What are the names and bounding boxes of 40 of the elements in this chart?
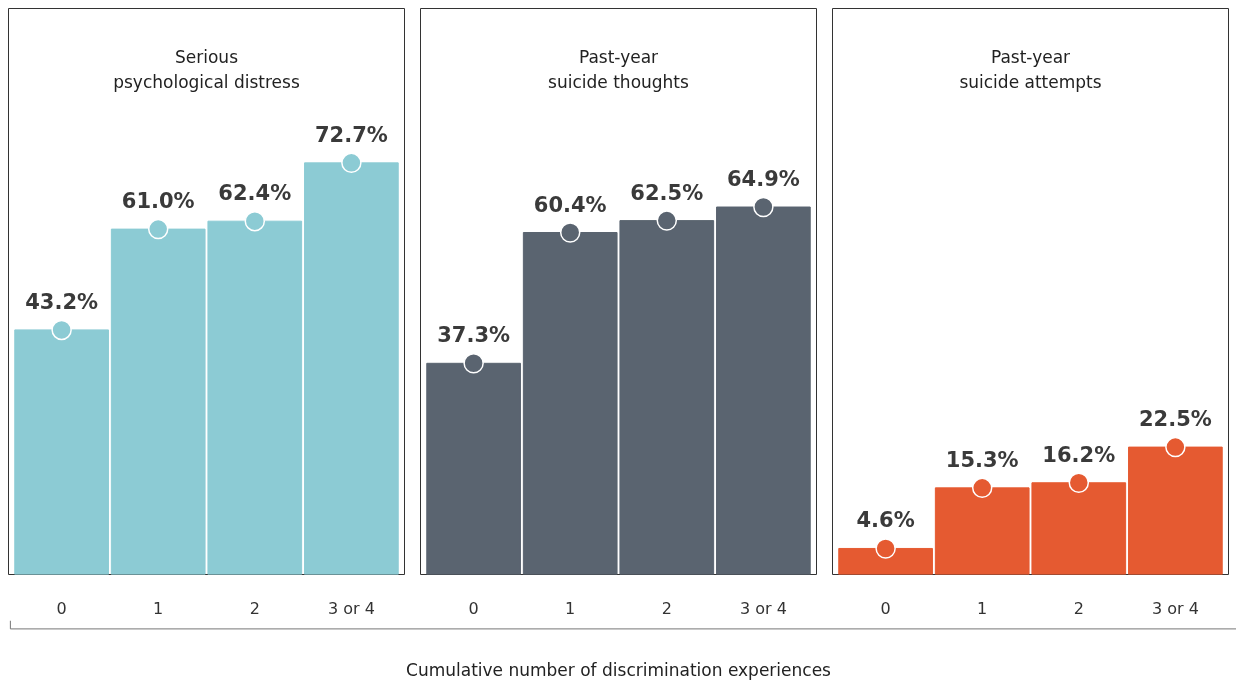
- chart-title: Past-year suicide attempts: [959, 46, 1102, 92]
- data-label: 60.4%: [533, 192, 607, 217]
- chart-title: Past-year suicide thoughts: [548, 46, 690, 92]
- point: [1068, 472, 1090, 493]
- point: [971, 477, 993, 499]
- x-tick-label: 2: [1073, 598, 1084, 618]
- x-tick-label: 3 or 4: [1151, 598, 1199, 618]
- x-tick-label: 3 or 4: [739, 598, 787, 618]
- x-tick-label: 2: [249, 598, 260, 618]
- x-tick-label: 1: [565, 598, 576, 618]
- data-label: 61.0%: [121, 189, 195, 214]
- data-label: 37.3%: [437, 323, 511, 348]
- data-label: 62.5%: [630, 180, 704, 205]
- x-tick-label: 1: [153, 598, 164, 618]
- point: [341, 152, 362, 174]
- point: [463, 353, 484, 374]
- point: [147, 218, 169, 240]
- chart-title: Serious psychological distress: [113, 46, 300, 92]
- data-label: 15.3%: [945, 447, 1019, 472]
- data-label: 4.6%: [856, 508, 915, 533]
- x-tick-label: 0: [468, 598, 479, 618]
- data-label: 62.4%: [218, 181, 292, 206]
- x-tick-label: 1: [977, 598, 988, 618]
- x-tick-label: 2: [661, 598, 672, 618]
- point: [1165, 436, 1186, 458]
- point: [753, 196, 774, 218]
- x-tick-label: 0: [880, 598, 891, 618]
- data-label: 64.9%: [726, 167, 800, 192]
- x-tick-label: 0: [56, 598, 67, 618]
- data-label: 22.5%: [1138, 407, 1212, 432]
- point: [875, 538, 896, 559]
- point: [656, 210, 678, 231]
- x-axis-title: Cumulative number of discrimination experiences: [406, 660, 832, 680]
- point: [244, 210, 266, 232]
- data-label: 72.7%: [314, 122, 388, 147]
- point: [559, 222, 581, 243]
- x-tick-label: 3 or 4: [327, 598, 375, 618]
- data-label: 43.2%: [25, 289, 99, 314]
- data-label: 16.2%: [1042, 442, 1116, 467]
- point: [51, 319, 72, 341]
